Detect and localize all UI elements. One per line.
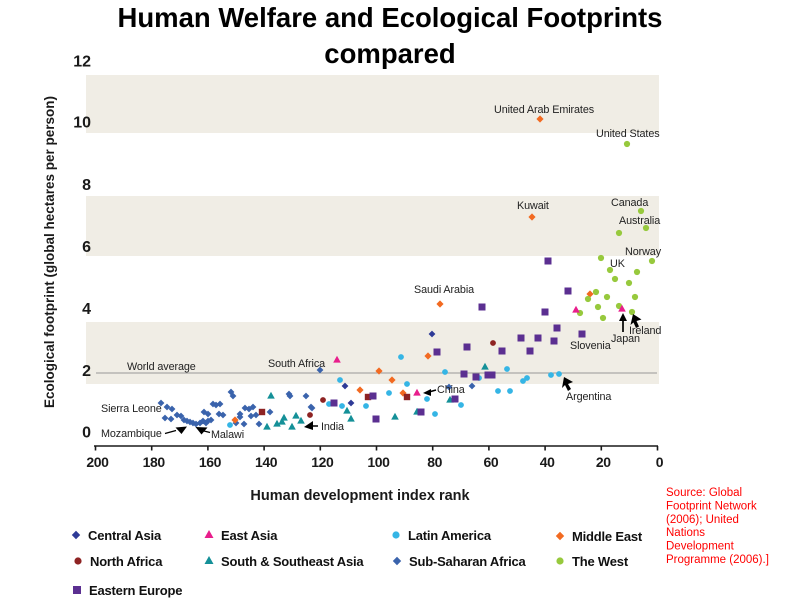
svg-text:Middle East: Middle East: [572, 529, 643, 544]
svg-text:Malawi: Malawi: [211, 429, 244, 441]
svg-text:China: China: [437, 384, 465, 396]
svg-text:Latin America: Latin America: [408, 528, 492, 543]
svg-text:160: 160: [199, 454, 222, 470]
svg-text:(2006); United: (2006); United: [666, 514, 739, 526]
svg-text:Australia: Australia: [619, 215, 660, 227]
svg-text:Programme (2006).]: Programme (2006).]: [666, 554, 769, 566]
svg-text:South & Southeast Asia: South & Southeast Asia: [221, 554, 364, 569]
svg-text:Japan: Japan: [611, 333, 640, 345]
svg-text:0: 0: [82, 425, 91, 442]
svg-text:Development: Development: [666, 541, 735, 553]
svg-text:World average: World average: [127, 361, 196, 373]
svg-text:North Africa: North Africa: [90, 554, 163, 569]
svg-text:East Asia: East Asia: [221, 528, 278, 543]
svg-text:200: 200: [86, 454, 109, 470]
svg-text:United States: United States: [596, 128, 660, 140]
svg-text:Footprint Network: Footprint Network: [666, 500, 757, 512]
svg-text:UK: UK: [610, 258, 626, 270]
svg-text:12: 12: [73, 54, 91, 71]
svg-text:Argentina: Argentina: [566, 391, 611, 403]
svg-text:6: 6: [82, 239, 91, 256]
svg-text:Source: Global: Source: Global: [666, 487, 742, 499]
svg-text:Norway: Norway: [625, 246, 662, 258]
svg-text:40: 40: [540, 454, 555, 470]
svg-text:South Africa: South Africa: [268, 358, 325, 370]
svg-text:120: 120: [311, 454, 334, 470]
svg-text:Ecological footprint (global h: Ecological footprint (global hectares pe…: [42, 96, 57, 408]
svg-text:Saudi Arabia: Saudi Arabia: [414, 284, 474, 296]
svg-text:Canada: Canada: [611, 197, 648, 209]
svg-text:Slovenia: Slovenia: [570, 340, 611, 352]
svg-text:Kuwait: Kuwait: [517, 200, 549, 212]
svg-text:Nations: Nations: [666, 527, 705, 539]
svg-text:Eastern Europe: Eastern Europe: [89, 583, 182, 598]
svg-text:100: 100: [367, 454, 390, 470]
svg-text:4: 4: [82, 301, 91, 318]
svg-text:The West: The West: [572, 554, 629, 569]
svg-text:2: 2: [82, 363, 91, 380]
svg-text:8: 8: [82, 177, 91, 194]
svg-text:180: 180: [143, 454, 166, 470]
svg-text:10: 10: [73, 115, 91, 132]
svg-text:Sub-Saharan Africa: Sub-Saharan Africa: [409, 554, 527, 569]
svg-text:Mozambique: Mozambique: [101, 428, 162, 440]
svg-text:140: 140: [255, 454, 278, 470]
svg-text:60: 60: [484, 454, 499, 470]
svg-text:Sierra Leone: Sierra Leone: [101, 403, 162, 415]
svg-text:India: India: [321, 421, 344, 433]
svg-text:0: 0: [656, 454, 664, 470]
svg-text:Ireland: Ireland: [629, 325, 661, 337]
svg-text:80: 80: [427, 454, 442, 470]
svg-text:Human development index rank: Human development index rank: [250, 488, 470, 504]
svg-text:Central Asia: Central Asia: [88, 528, 162, 543]
svg-text:20: 20: [596, 454, 611, 470]
svg-text:United Arab Emirates: United Arab Emirates: [494, 104, 595, 116]
